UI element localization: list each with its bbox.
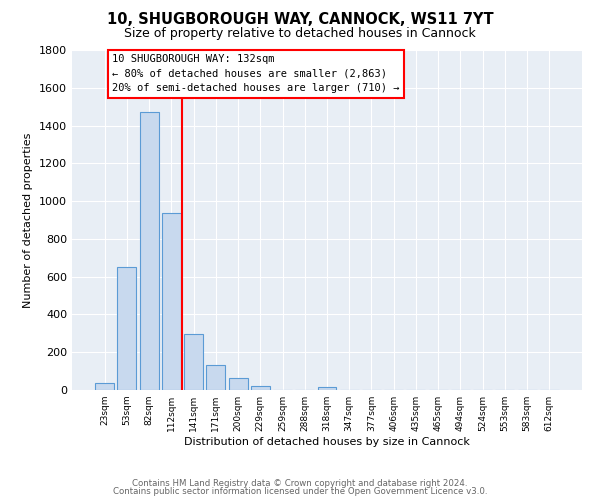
X-axis label: Distribution of detached houses by size in Cannock: Distribution of detached houses by size … <box>184 437 470 447</box>
Bar <box>184 334 203 390</box>
Bar <box>162 214 181 390</box>
Text: 10, SHUGBOROUGH WAY, CANNOCK, WS11 7YT: 10, SHUGBOROUGH WAY, CANNOCK, WS11 7YT <box>107 12 493 28</box>
Bar <box>206 366 225 390</box>
Text: Contains HM Land Registry data © Crown copyright and database right 2024.: Contains HM Land Registry data © Crown c… <box>132 478 468 488</box>
Bar <box>251 386 270 390</box>
Text: Contains public sector information licensed under the Open Government Licence v3: Contains public sector information licen… <box>113 487 487 496</box>
Bar <box>317 387 337 390</box>
Y-axis label: Number of detached properties: Number of detached properties <box>23 132 34 308</box>
Bar <box>229 378 248 390</box>
Text: Size of property relative to detached houses in Cannock: Size of property relative to detached ho… <box>124 28 476 40</box>
Bar <box>95 384 114 390</box>
Bar <box>118 267 136 390</box>
Text: 10 SHUGBOROUGH WAY: 132sqm
← 80% of detached houses are smaller (2,863)
20% of s: 10 SHUGBOROUGH WAY: 132sqm ← 80% of deta… <box>112 54 400 94</box>
Bar <box>140 112 158 390</box>
